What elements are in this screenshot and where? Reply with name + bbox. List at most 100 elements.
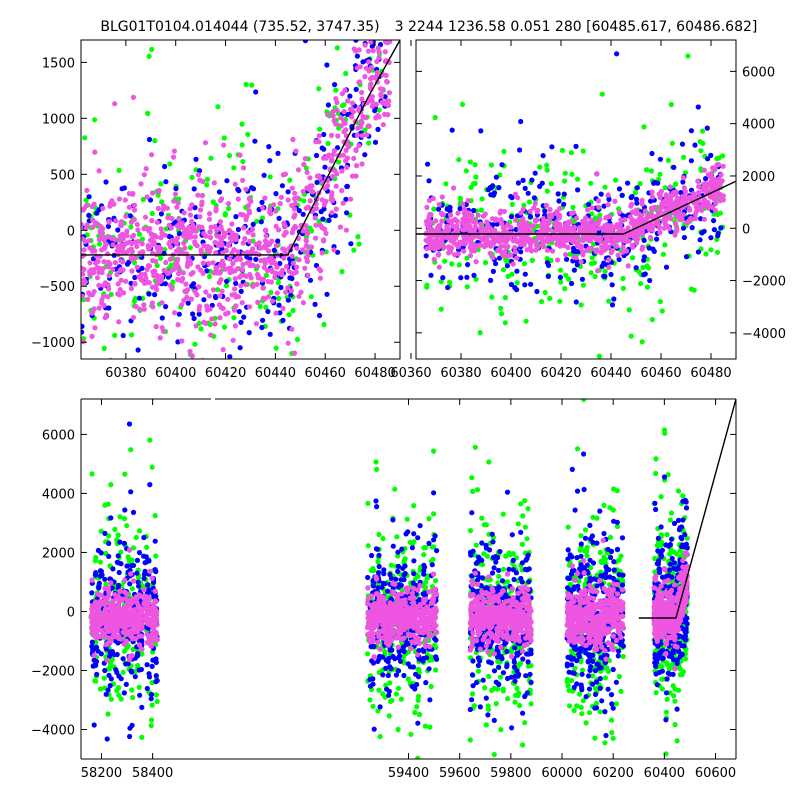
data-point bbox=[407, 539, 413, 545]
data-point bbox=[490, 268, 496, 274]
data-point bbox=[87, 272, 93, 278]
data-point bbox=[112, 237, 119, 243]
data-point bbox=[672, 698, 678, 704]
data-point bbox=[285, 297, 291, 303]
data-point bbox=[122, 197, 128, 203]
data-point bbox=[660, 251, 667, 257]
data-point bbox=[94, 275, 101, 281]
data-point bbox=[349, 114, 355, 120]
data-point bbox=[386, 713, 392, 719]
data-point bbox=[187, 245, 193, 251]
data-point bbox=[261, 172, 267, 178]
x-tick-label: 60460 bbox=[305, 366, 346, 381]
data-point bbox=[289, 202, 295, 209]
data-point bbox=[641, 237, 647, 243]
data-point bbox=[592, 691, 599, 698]
data-point bbox=[332, 82, 338, 88]
data-point bbox=[223, 311, 229, 317]
data-point bbox=[170, 154, 177, 160]
data-point bbox=[141, 172, 147, 178]
data-point bbox=[467, 253, 474, 259]
data-point bbox=[191, 186, 197, 192]
data-point bbox=[302, 265, 308, 271]
data-point bbox=[239, 300, 245, 306]
data-point bbox=[193, 156, 199, 162]
data-point bbox=[150, 304, 156, 310]
data-point bbox=[703, 188, 709, 194]
data-point bbox=[280, 305, 286, 311]
data-point bbox=[539, 242, 545, 248]
data-point bbox=[425, 223, 431, 229]
data-point bbox=[119, 186, 125, 192]
data-point bbox=[191, 281, 197, 287]
data-point bbox=[487, 185, 493, 191]
data-point bbox=[614, 51, 620, 57]
data-point bbox=[570, 245, 577, 251]
data-point bbox=[596, 225, 602, 231]
data-point bbox=[349, 100, 355, 106]
data-point bbox=[273, 223, 279, 229]
data-point bbox=[261, 265, 267, 271]
data-point bbox=[514, 213, 521, 219]
data-point bbox=[265, 294, 271, 300]
data-point bbox=[620, 213, 626, 219]
data-point bbox=[175, 256, 181, 262]
data-point bbox=[231, 307, 238, 313]
data-point bbox=[586, 201, 592, 207]
data-point bbox=[349, 106, 355, 112]
data-point bbox=[217, 293, 223, 299]
data-point bbox=[675, 488, 682, 494]
data-point bbox=[392, 486, 398, 492]
data-point bbox=[667, 184, 673, 190]
data-point bbox=[134, 221, 140, 228]
data-point bbox=[403, 531, 409, 537]
data-point bbox=[376, 687, 382, 693]
data-point bbox=[415, 535, 421, 541]
data-point bbox=[149, 300, 155, 306]
data-point bbox=[486, 673, 492, 680]
data-point bbox=[569, 171, 575, 177]
data-point bbox=[372, 139, 379, 145]
data-point bbox=[150, 269, 156, 275]
data-point bbox=[263, 227, 269, 233]
data-point bbox=[308, 228, 315, 234]
data-point bbox=[141, 306, 147, 312]
data-point bbox=[579, 667, 586, 673]
data-point bbox=[288, 288, 294, 294]
data-point bbox=[557, 206, 563, 212]
data-point bbox=[534, 288, 540, 295]
data-point bbox=[317, 126, 323, 132]
data-point bbox=[369, 94, 375, 100]
data-point bbox=[602, 740, 608, 746]
data-point bbox=[236, 308, 242, 315]
panel-top-left: 60380 60400 60420 60440 60460 60480−1000−5000… bbox=[31, 39, 401, 381]
data-point bbox=[415, 755, 421, 759]
data-point bbox=[696, 190, 702, 196]
data-point bbox=[502, 248, 508, 255]
data-point bbox=[432, 114, 438, 121]
data-point bbox=[515, 521, 521, 527]
data-point bbox=[174, 235, 180, 241]
data-point bbox=[273, 208, 279, 214]
data-point bbox=[411, 503, 417, 509]
data-point bbox=[505, 273, 511, 279]
data-point bbox=[334, 45, 340, 51]
data-point bbox=[473, 243, 479, 249]
data-point bbox=[253, 256, 259, 262]
data-point bbox=[438, 306, 444, 312]
data-point bbox=[256, 274, 262, 280]
data-point bbox=[203, 289, 209, 295]
data-point bbox=[112, 332, 118, 338]
data-point bbox=[118, 696, 124, 702]
data-point bbox=[597, 508, 603, 514]
data-point bbox=[620, 285, 627, 291]
data-point bbox=[355, 125, 361, 131]
data-point bbox=[679, 536, 685, 542]
data-point bbox=[588, 217, 594, 223]
data-point bbox=[153, 258, 159, 264]
data-point bbox=[433, 218, 439, 224]
data-point bbox=[559, 234, 565, 240]
data-point bbox=[582, 225, 588, 231]
data-point bbox=[649, 189, 655, 195]
data-point bbox=[81, 271, 86, 277]
